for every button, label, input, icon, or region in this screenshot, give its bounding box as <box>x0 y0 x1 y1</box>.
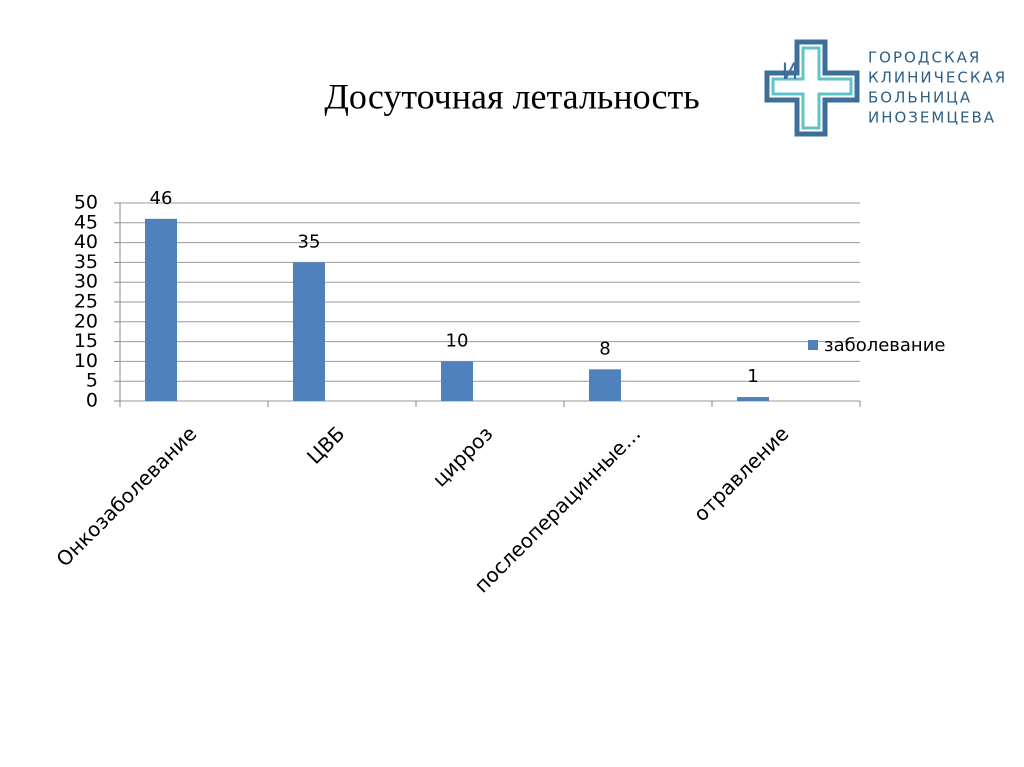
logo-cross-inner <box>771 46 853 130</box>
data-label: 35 <box>298 231 321 252</box>
logo: И ГОРОДСКАЯ КЛИНИЧЕСКАЯ БОЛЬНИЦА ИНОЗЕМЦ… <box>764 39 1007 137</box>
logo-letter: И <box>782 60 798 85</box>
y-tick-label: 40 <box>74 231 98 253</box>
legend-swatch <box>808 340 818 350</box>
bar <box>145 218 177 401</box>
y-tick-label: 35 <box>74 251 98 273</box>
logo-line: БОЛЬНИЦА <box>868 89 972 107</box>
bar <box>441 361 473 401</box>
bar <box>589 369 621 401</box>
logo-line: ГОРОДСКАЯ <box>868 49 981 67</box>
logo-cross <box>764 39 860 137</box>
legend-label: заболевание <box>824 335 945 356</box>
y-tick-label: 10 <box>74 350 98 372</box>
bar <box>293 262 325 401</box>
chart-title: Досуточная летальность <box>324 76 699 116</box>
y-tick-label: 25 <box>74 291 98 313</box>
y-tick-label: 5 <box>86 370 98 392</box>
logo-line: КЛИНИЧЕСКАЯ <box>868 69 1007 87</box>
bar <box>737 397 769 401</box>
y-tick-label: 15 <box>74 330 98 352</box>
y-tick-label: 45 <box>74 211 98 233</box>
y-tick-label: 20 <box>74 310 98 332</box>
y-tick-label: 0 <box>86 390 98 412</box>
y-tick-label: 50 <box>74 192 98 214</box>
y-tick-label: 30 <box>74 271 98 293</box>
data-label: 8 <box>599 338 610 359</box>
data-label: 10 <box>446 330 469 351</box>
data-label: 46 <box>150 188 173 209</box>
data-label: 1 <box>747 366 758 387</box>
logo-line: ИНОЗЕМЦЕВА <box>868 109 996 127</box>
